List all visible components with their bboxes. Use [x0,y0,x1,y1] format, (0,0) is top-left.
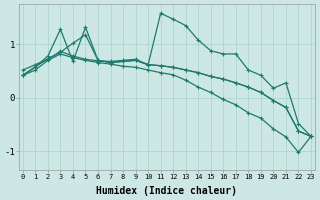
X-axis label: Humidex (Indice chaleur): Humidex (Indice chaleur) [96,186,237,196]
